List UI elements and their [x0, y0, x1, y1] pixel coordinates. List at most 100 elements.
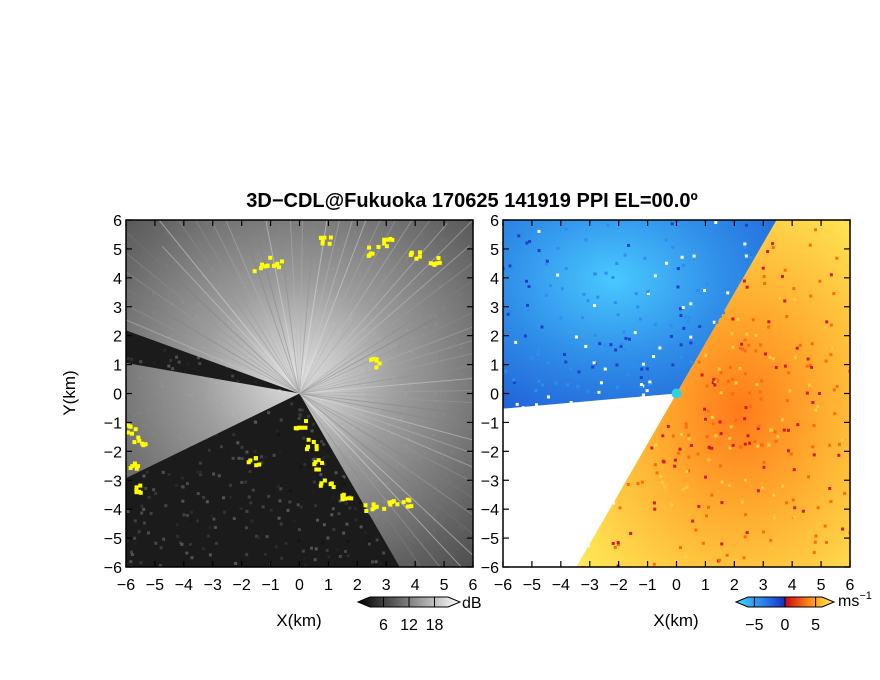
noise-cell	[250, 519, 254, 523]
flagged-cell	[257, 462, 262, 467]
noise-cell	[154, 491, 158, 495]
velocity-cell	[754, 333, 758, 337]
flagged-cell	[263, 264, 268, 269]
ray-streak	[299, 280, 473, 394]
velocity-cell	[651, 445, 655, 449]
velocity-cell	[868, 303, 871, 306]
velocity-cell	[645, 367, 649, 371]
velocity-cell	[700, 618, 703, 621]
noise-cell	[276, 432, 280, 436]
noise-cell	[244, 480, 248, 484]
ray-streak	[299, 326, 473, 394]
velocity-cell	[650, 446, 654, 450]
velocity-cell	[559, 511, 563, 515]
noise-cell	[126, 356, 130, 360]
ray-streak	[299, 245, 470, 394]
y-tick-label: 2	[113, 329, 122, 346]
flagged-cell	[312, 462, 317, 467]
velocity-cell	[756, 444, 760, 448]
velocity-cell	[702, 652, 705, 655]
velocity-cell	[774, 439, 778, 443]
noise-cell	[139, 532, 143, 536]
velocity-cell	[748, 441, 752, 445]
velocity-cell	[682, 326, 686, 330]
velocity-cell	[530, 467, 534, 471]
velocity-cell	[694, 528, 698, 532]
velocity-cell	[748, 405, 752, 409]
velocity-cell	[806, 357, 810, 361]
noise-cell	[149, 511, 153, 515]
velocity-cell	[762, 460, 766, 464]
noise-cell	[272, 453, 276, 457]
noise-cell	[245, 450, 249, 454]
velocity-cell	[679, 343, 683, 347]
intensity-axis-ticks: −6−6 −5 −5 −4 −4 −3 −3 −2 −2 −1 −1 0 0 1 1 2 2 3 3 4 4 5 5 6 6	[104, 213, 478, 594]
noise-cell	[133, 536, 137, 540]
noise-cell	[277, 516, 281, 520]
noise-cell	[263, 552, 267, 556]
ray-streak	[299, 220, 473, 394]
y-tick-label: −3	[104, 473, 122, 490]
noise-cell	[292, 519, 296, 523]
noise-cell	[212, 472, 216, 476]
flagged-cell	[371, 357, 376, 362]
velocity-cell	[576, 384, 580, 388]
velocity-cell	[544, 293, 548, 297]
flagged-cell	[406, 504, 411, 509]
velocity-cell	[556, 246, 560, 250]
velocity-cell	[517, 234, 521, 238]
velocity-cell	[509, 480, 513, 484]
velocity-cell	[792, 515, 796, 519]
x-tick-label: 2	[730, 577, 739, 594]
velocity-cell	[553, 421, 557, 425]
velocity-cell	[579, 360, 583, 364]
noise-cell	[297, 416, 301, 420]
noise-cell	[312, 480, 316, 484]
x-tick-label: −6	[117, 577, 135, 594]
noise-cell	[211, 447, 215, 451]
ray-streak	[299, 220, 328, 394]
velocity-cell	[865, 561, 868, 564]
velocity-cell	[844, 264, 848, 268]
velocity-cell	[635, 411, 639, 415]
velocity-cell	[861, 356, 864, 359]
velocity-cell	[648, 380, 652, 384]
flagged-cell	[127, 424, 132, 429]
velocity-cell	[808, 383, 812, 387]
velocity-cell	[684, 315, 688, 319]
velocity-cell	[683, 606, 686, 609]
velocity-cell	[504, 369, 508, 373]
velocity-cell	[763, 192, 766, 195]
y-tick-label: 4	[113, 271, 122, 288]
noise-cell	[240, 457, 244, 461]
velocity-cell	[596, 447, 600, 451]
velocity-cell	[829, 353, 833, 357]
ray-streak	[299, 339, 473, 394]
velocity-cell	[525, 241, 529, 245]
velocity-cell	[596, 295, 600, 299]
noise-cell	[176, 534, 180, 538]
velocity-cell	[770, 428, 774, 432]
noise-cell	[319, 473, 323, 477]
velocity-cell	[702, 288, 706, 292]
ray-streak	[126, 319, 300, 394]
velocity-cell	[639, 419, 643, 423]
ray-streak	[299, 220, 413, 394]
velocity-cell	[661, 434, 665, 438]
noise-cell	[301, 549, 305, 553]
velocity-cell	[538, 475, 542, 479]
velocity-cell	[497, 289, 500, 292]
flagged-cell	[137, 438, 142, 443]
flagged-cell	[384, 244, 389, 249]
velocity-cell	[743, 242, 747, 246]
velocity-cell	[868, 559, 871, 562]
velocity-cell	[868, 244, 871, 247]
noise-cell	[199, 473, 203, 477]
velocity-cell	[733, 189, 736, 192]
noise-cell	[196, 519, 200, 523]
velocity-cell	[828, 486, 832, 490]
flagged-cell	[377, 361, 382, 366]
velocity-cell	[592, 361, 596, 365]
velocity-cell	[663, 485, 667, 489]
velocity-cell	[564, 267, 568, 271]
